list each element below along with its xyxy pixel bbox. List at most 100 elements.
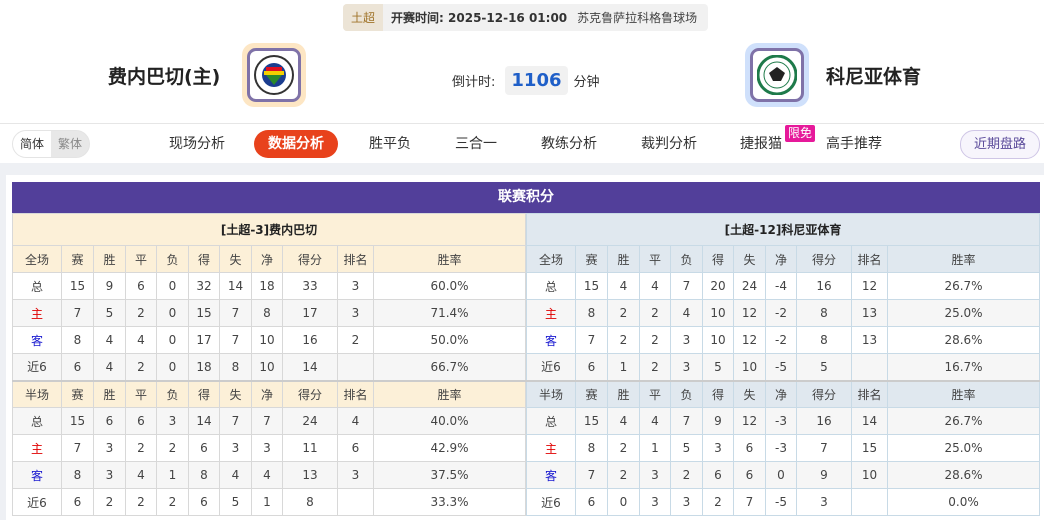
table-cell: 3 bbox=[337, 272, 374, 300]
table-cell: 1 bbox=[607, 353, 640, 381]
column-header: 得分 bbox=[796, 245, 852, 273]
table-cell: 8 bbox=[251, 299, 283, 327]
table-cell: 40.0% bbox=[373, 407, 526, 435]
tab-jiebaomao[interactable]: 捷报猫 bbox=[740, 136, 782, 152]
kickoff-time: 2025-12-16 01:00 bbox=[448, 11, 568, 25]
table-cell: 7 bbox=[575, 461, 608, 489]
tab-expert-picks[interactable]: 高手推荐 bbox=[826, 136, 882, 152]
table-cell: 2 bbox=[156, 488, 189, 516]
table-cell: 16.7% bbox=[887, 353, 1040, 381]
table-row: 近6 6 4 2 0 18 8 10 14 66.7% bbox=[12, 353, 526, 381]
table-caption-row: [土超-12]科尼亚体育 bbox=[526, 213, 1040, 246]
table-row: 客 8 3 4 1 8 4 4 13 3 37.5% bbox=[12, 461, 526, 489]
column-header: 排名 bbox=[851, 245, 888, 273]
table-cell: 1 bbox=[639, 434, 671, 462]
table-cell: 7 bbox=[796, 434, 852, 462]
table-cell: 3 bbox=[796, 488, 852, 516]
countdown-label: 倒计时: bbox=[452, 75, 496, 90]
away-team-logo[interactable] bbox=[745, 43, 809, 107]
column-header: 半场 bbox=[526, 379, 576, 408]
table-cell: 10 bbox=[251, 353, 283, 381]
table-cell: 4 bbox=[93, 326, 126, 354]
tab-coach-analysis[interactable]: 教练分析 bbox=[541, 136, 597, 152]
table-cell: 0 bbox=[156, 326, 189, 354]
table-row: 近6 6 0 3 3 2 7 -5 3 0.0% bbox=[526, 488, 1040, 516]
table-cell: 8 bbox=[796, 326, 852, 354]
table-cell: 6 bbox=[575, 353, 608, 381]
tab-three-in-one[interactable]: 三合一 bbox=[455, 136, 497, 152]
home-team-name[interactable]: 费内巴切(主) bbox=[108, 66, 221, 88]
table-cell: 6 bbox=[93, 407, 126, 435]
column-header: 负 bbox=[670, 379, 703, 408]
nav-bar: 简体 繁体 现场分析 数据分析 胜平负 三合一 教练分析 裁判分析 捷报猫 限免… bbox=[0, 123, 1044, 163]
table-cell: 6 bbox=[61, 353, 94, 381]
lang-traditional[interactable]: 繁体 bbox=[58, 137, 83, 151]
table-cell: -5 bbox=[765, 488, 797, 516]
table-row: 主 7 5 2 0 15 7 8 17 3 71.4% bbox=[12, 299, 526, 327]
table-cell: 4 bbox=[219, 461, 252, 489]
free-badge: 限免 bbox=[785, 125, 816, 142]
table-cell: 2 bbox=[639, 299, 671, 327]
row-label: 主 bbox=[526, 299, 576, 327]
tab-win-draw-loss[interactable]: 胜平负 bbox=[369, 136, 411, 152]
table-cell: 10 bbox=[702, 299, 734, 327]
table-cell: 8 bbox=[575, 299, 608, 327]
table-cell: 3 bbox=[670, 488, 703, 516]
table-cell: 33.3% bbox=[373, 488, 526, 516]
table-cell: 17 bbox=[282, 299, 338, 327]
column-header: 失 bbox=[219, 245, 252, 273]
table-cell: 6 bbox=[733, 434, 766, 462]
table-cell: 33 bbox=[282, 272, 338, 300]
tab-referee-analysis[interactable]: 裁判分析 bbox=[641, 136, 697, 152]
lang-simplified[interactable]: 简体 bbox=[13, 131, 52, 157]
table-row: 客 7 2 2 3 10 12 -2 8 13 28.6% bbox=[526, 326, 1040, 354]
team-caption: [土超-12]科尼亚体育 bbox=[526, 213, 1040, 246]
row-label: 客 bbox=[526, 461, 576, 489]
table-cell: 7 bbox=[61, 299, 94, 327]
recent-handicap-button[interactable]: 近期盘路 bbox=[960, 130, 1040, 159]
tab-data-analysis[interactable]: 数据分析 bbox=[254, 130, 338, 158]
table-cell: 6 bbox=[125, 272, 157, 300]
table-cell: 2 bbox=[93, 488, 126, 516]
table-cell: 6 bbox=[125, 407, 157, 435]
table-cell: 42.9% bbox=[373, 434, 526, 462]
column-header: 失 bbox=[733, 379, 766, 408]
table-cell: 3 bbox=[337, 299, 374, 327]
table-cell: 2 bbox=[702, 488, 734, 516]
table-cell: 4 bbox=[125, 461, 157, 489]
away-team-name[interactable]: 科尼亚体育 bbox=[826, 66, 922, 88]
standings-title: 联赛积分 bbox=[12, 182, 1040, 213]
table-cell: 8 bbox=[61, 461, 94, 489]
table-cell: -5 bbox=[765, 353, 797, 381]
table-cell: 6 bbox=[337, 434, 374, 462]
table-cell: -2 bbox=[765, 299, 797, 327]
home-team-logo[interactable] bbox=[242, 43, 306, 107]
column-header: 排名 bbox=[337, 379, 374, 408]
column-header: 得分 bbox=[282, 245, 338, 273]
tab-live-analysis[interactable]: 现场分析 bbox=[169, 136, 225, 152]
table-cell: 15 bbox=[61, 407, 94, 435]
table-cell: 18 bbox=[188, 353, 220, 381]
column-header: 平 bbox=[639, 379, 671, 408]
column-header: 排名 bbox=[851, 379, 888, 408]
column-header: 全场 bbox=[526, 245, 576, 273]
table-cell: 28.6% bbox=[887, 326, 1040, 354]
table-cell: 26.7% bbox=[887, 407, 1040, 435]
table-cell: 11 bbox=[282, 434, 338, 462]
table-cell: 14 bbox=[851, 407, 888, 435]
row-label: 近6 bbox=[526, 488, 576, 516]
column-header: 平 bbox=[639, 245, 671, 273]
language-toggle: 简体 繁体 bbox=[12, 130, 91, 158]
table-cell: 3 bbox=[219, 434, 252, 462]
table-row: 近6 6 1 2 3 5 10 -5 5 16.7% bbox=[526, 353, 1040, 381]
column-header: 半场 bbox=[12, 379, 62, 408]
row-label: 近6 bbox=[12, 353, 62, 381]
table-cell: 3 bbox=[251, 434, 283, 462]
table-cell: 15 bbox=[188, 299, 220, 327]
table-cell: 4 bbox=[639, 272, 671, 300]
league-label[interactable]: 土超 bbox=[343, 4, 384, 31]
table-cell: 7 bbox=[733, 488, 766, 516]
table-cell: 0 bbox=[156, 353, 189, 381]
table-cell: 71.4% bbox=[373, 299, 526, 327]
row-label: 总 bbox=[526, 272, 576, 300]
